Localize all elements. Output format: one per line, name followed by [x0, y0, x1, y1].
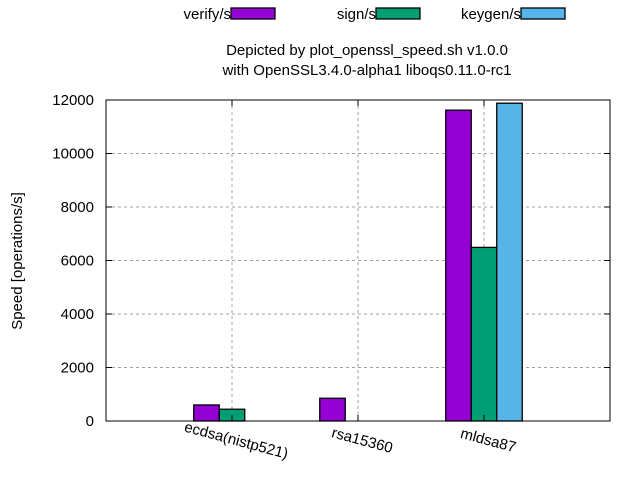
y-tick-label: 6000 — [61, 253, 94, 270]
legend-swatch — [520, 7, 566, 20]
grid — [106, 100, 610, 421]
bar-keygen-2 — [496, 102, 523, 422]
legend-label: sign/s — [337, 6, 376, 23]
y-tick-label: 10000 — [52, 146, 94, 163]
chart-subtitle: with OpenSSL3.4.0-alpha1 liboqs0.11.0-rc… — [221, 62, 511, 79]
x-tick-label: ecdsa(nistp521) — [182, 419, 289, 463]
bar-verify-0 — [193, 404, 220, 422]
y-tick-label: 0 — [86, 413, 94, 430]
y-tick-label: 4000 — [61, 306, 94, 323]
bars — [193, 102, 523, 422]
chart-title: Depicted by plot_openssl_speed.sh v1.0.0 — [226, 42, 508, 59]
bar-sign-2 — [470, 246, 498, 422]
legend-swatch — [375, 7, 421, 20]
y-tick-label: 12000 — [52, 92, 94, 109]
legend-label: verify/s — [183, 6, 231, 23]
legend-swatch — [230, 7, 276, 20]
x-tick-label: rsa15360 — [330, 424, 395, 457]
legend-label: keygen/s — [461, 6, 521, 23]
bar-verify-1 — [319, 397, 346, 422]
y-tick-label: 8000 — [61, 199, 94, 216]
legend: verify/s sign/s keygen/s — [183, 6, 566, 23]
x-tick-label: mldsa87 — [459, 425, 518, 456]
y-tick-label: 2000 — [61, 360, 94, 377]
y-axis-label: Speed [operations/s] — [9, 192, 26, 330]
bar-verify-2 — [445, 109, 472, 422]
